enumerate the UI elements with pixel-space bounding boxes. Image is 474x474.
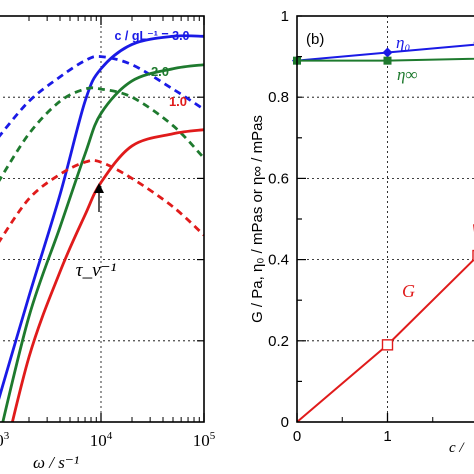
panel-b-line-2 bbox=[296, 224, 474, 423]
panel-b-ytick-label-3: 0.6 bbox=[268, 170, 289, 187]
panel-a-grid bbox=[0, 16, 204, 422]
panel-a-series-4-solid bbox=[10, 128, 204, 422]
panel-b: 00.20.40.60.81012 (b) η₀ η∞ G G / Pa, η₀… bbox=[249, 8, 474, 456]
label-g: G bbox=[402, 281, 415, 301]
panel-b-point-1-1 bbox=[383, 56, 392, 65]
panel-b-line-1 bbox=[297, 57, 474, 62]
panel-a-series-3-dashed bbox=[0, 86, 204, 182]
panel-b-point-0-1 bbox=[382, 47, 393, 58]
panel-a-x-axis-label: ω / s⁻¹ bbox=[33, 453, 79, 472]
panel-b-ytick-label-1: 0.2 bbox=[268, 333, 289, 350]
label-eta-inf: η∞ bbox=[397, 65, 418, 84]
panel-a-label-2-0: 2.0 bbox=[151, 64, 169, 79]
panel-a-series-5-dashed bbox=[0, 158, 204, 243]
tau-annotation: τ_v⁻¹ bbox=[76, 260, 117, 281]
panel-b-series bbox=[292, 41, 474, 423]
panel-a-ticks: 103 104 105 bbox=[0, 16, 216, 450]
panel-a-frame bbox=[0, 15, 205, 423]
panel-a-series bbox=[0, 34, 204, 422]
panel-a-series-1-dashed bbox=[0, 55, 204, 138]
panel-b-ytick-label-5: 1 bbox=[281, 8, 289, 25]
panel-b-label: (b) bbox=[306, 31, 324, 48]
panel-b-grid bbox=[297, 16, 474, 422]
panel-b-frame bbox=[296, 15, 474, 423]
panel-b-x-axis-label: c / bbox=[449, 440, 465, 456]
panel-a-label-1-0: 1.0 bbox=[169, 94, 187, 109]
panel-a-xtick-label-2: 105 bbox=[193, 430, 216, 450]
panel-a: 103 104 105 c / gL⁻¹ = 3.0 2.0 1.0 τ_v⁻¹ ω… bbox=[0, 15, 216, 472]
panel-b-ytick-label-0: 0 bbox=[281, 414, 289, 431]
panel-a-xtick-label-0: 103 bbox=[0, 430, 10, 450]
panel-b-line-0 bbox=[296, 41, 474, 62]
panel-b-ticks: 00.20.40.60.81012 bbox=[268, 8, 474, 445]
panel-b-xtick-label-0: 0 bbox=[293, 428, 301, 445]
panel-a-xtick-label-1: 104 bbox=[90, 430, 113, 450]
panel-b-y-axis-label: G / Pa, η₀ / mPas or η∞ / mPas bbox=[249, 115, 266, 323]
panel-b-point-2-1 bbox=[381, 339, 394, 351]
label-eta-0: η₀ bbox=[396, 33, 410, 52]
panel-b-ytick-label-4: 0.8 bbox=[268, 89, 289, 106]
panel-a-series-2-solid bbox=[1, 63, 204, 422]
panel-b-ytick-label-2: 0.4 bbox=[268, 252, 289, 269]
panel-a-series-0-solid bbox=[0, 34, 204, 400]
panel-b-xtick-label-1: 1 bbox=[383, 428, 391, 445]
panel-a-legend-title: c / gL⁻¹ = 3.0 bbox=[114, 29, 189, 43]
tau-arrow-head bbox=[94, 183, 104, 193]
